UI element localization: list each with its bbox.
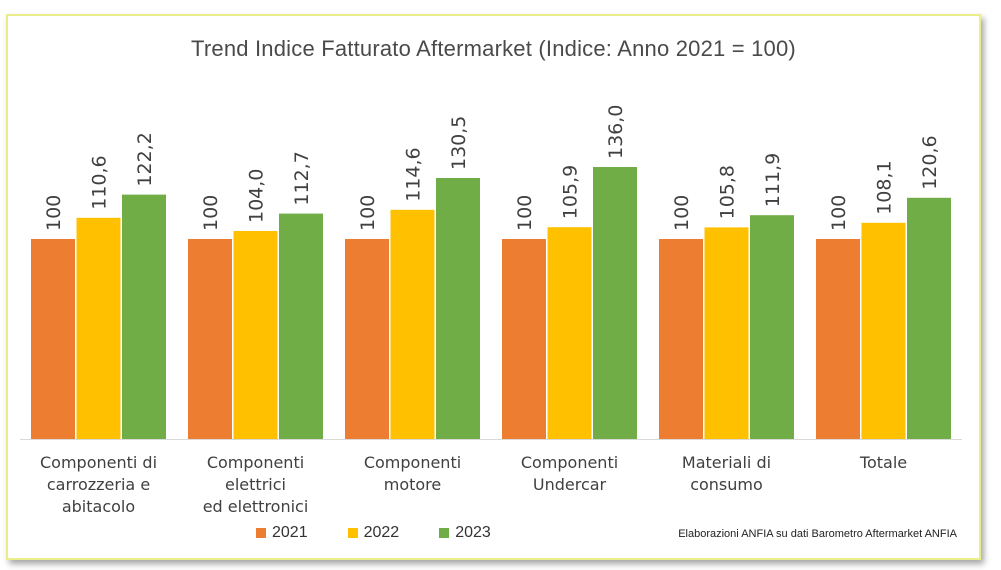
data-label-2022-1: 104,0 bbox=[246, 169, 268, 223]
bar-2022-4 bbox=[704, 227, 749, 439]
data-label-2021-4: 100 bbox=[671, 195, 693, 231]
data-label-2021-5: 100 bbox=[828, 195, 850, 231]
data-label-2023-2: 130,5 bbox=[448, 116, 470, 170]
bar-2023-3 bbox=[593, 167, 637, 439]
category-label-5-0: Totale bbox=[859, 453, 907, 472]
legend-label-2021: 2021 bbox=[272, 524, 308, 541]
bar-2021-4 bbox=[659, 239, 703, 439]
data-label-2021-2: 100 bbox=[357, 195, 379, 231]
legend-label-2022: 2022 bbox=[363, 524, 400, 541]
bar-2023-2 bbox=[436, 178, 480, 439]
category-label-2-0: Componenti bbox=[364, 453, 461, 472]
data-label-2022-5: 108,1 bbox=[874, 160, 896, 214]
bar-2022-2 bbox=[390, 209, 435, 439]
category-label-3-1: Undercar bbox=[533, 475, 607, 494]
category-label-1-1: elettrici bbox=[225, 475, 286, 494]
legend-label-2023: 2023 bbox=[455, 524, 491, 541]
data-label-2023-5: 120,6 bbox=[919, 135, 941, 189]
bar-2021-2 bbox=[345, 239, 389, 439]
bar-chart: 100 110,6 122,2 Componenti di carrozzeria e a… bbox=[20, 105, 962, 516]
data-label-2021-1: 100 bbox=[200, 195, 222, 231]
bar-2021-5 bbox=[816, 239, 860, 439]
bar-2022-0 bbox=[76, 217, 121, 439]
bar-2023-4 bbox=[750, 215, 794, 439]
data-label-2022-2: 114,6 bbox=[403, 147, 425, 201]
category-label-3-0: Componenti bbox=[521, 453, 618, 472]
chart-title: Trend Indice Fatturato Aftermarket (Indi… bbox=[191, 36, 796, 61]
category-label-0-1: carrozzeria e bbox=[47, 475, 150, 494]
bar-2021-1 bbox=[188, 239, 232, 439]
bar-2022-1 bbox=[233, 231, 278, 439]
source-note: Elaborazioni ANFIA su dati Barometro Aft… bbox=[678, 528, 957, 540]
bar-2022-5 bbox=[861, 222, 906, 439]
legend-swatch-2022 bbox=[347, 528, 358, 538]
legend: 2021 2022 2023 bbox=[256, 524, 531, 542]
data-label-2021-3: 100 bbox=[514, 195, 536, 231]
category-label-0-2: abitacolo bbox=[62, 497, 135, 516]
legend-item-2022: 2022 bbox=[347, 524, 400, 542]
legend-swatch-2023 bbox=[439, 528, 450, 538]
chart-frame: Trend Indice Fatturato Aftermarket (Indi… bbox=[6, 14, 981, 560]
bar-2021-0 bbox=[31, 239, 75, 439]
legend-swatch-2021 bbox=[256, 528, 266, 538]
category-label-4-0: Materiali di bbox=[682, 453, 771, 472]
category-label-1-2: ed elettronici bbox=[203, 497, 309, 516]
bar-2022-3 bbox=[547, 227, 592, 439]
legend-item-2021: 2021 bbox=[256, 524, 308, 542]
bar-2023-1 bbox=[279, 213, 323, 439]
legend-item-2023: 2023 bbox=[439, 524, 491, 542]
category-label-2-1: motore bbox=[384, 475, 442, 494]
data-label-2023-0: 122,2 bbox=[134, 132, 156, 186]
data-label-2022-0: 110,6 bbox=[89, 155, 111, 209]
data-label-2021-0: 100 bbox=[43, 195, 65, 231]
data-label-2023-3: 136,0 bbox=[605, 105, 627, 159]
bar-2023-0 bbox=[122, 194, 166, 439]
data-label-2023-1: 112,7 bbox=[291, 151, 313, 205]
bar-2021-3 bbox=[502, 239, 546, 439]
plot-area: 100 110,6 122,2 Componenti di carrozzeria e a… bbox=[20, 105, 962, 516]
category-label-1-0: Componenti bbox=[207, 453, 304, 472]
bar-2023-5 bbox=[907, 197, 951, 439]
category-label-4-1: consumo bbox=[690, 475, 763, 494]
data-label-2022-4: 105,8 bbox=[717, 165, 739, 219]
data-label-2023-4: 111,9 bbox=[762, 153, 784, 207]
category-label-0-0: Componenti di bbox=[40, 453, 157, 472]
data-label-2022-3: 105,9 bbox=[560, 165, 582, 219]
